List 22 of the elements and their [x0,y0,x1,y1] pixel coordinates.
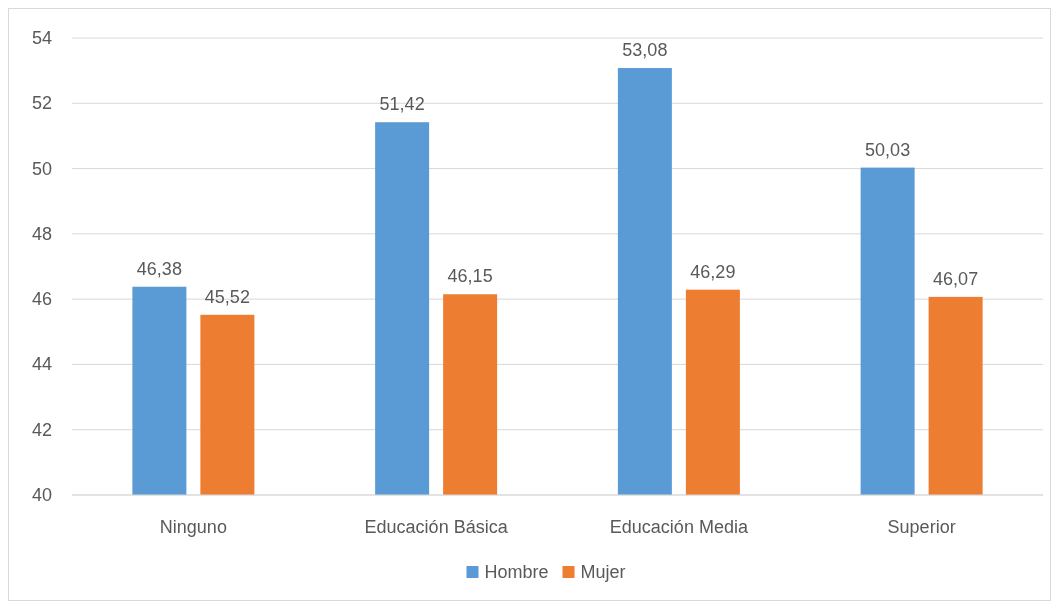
data-label: 46,38 [136,258,182,279]
data-label: 53,08 [622,40,668,61]
x-tick-label: Educación Básica [364,517,509,537]
data-label: 50,03 [865,139,911,160]
y-tick-label: 46 [31,289,52,310]
x-tick-label: Superior [887,517,956,537]
y-tick-label: 54 [31,28,52,48]
x-tick-label: Ninguno [159,517,227,537]
y-tick-label: 52 [31,93,52,114]
data-label: 45,52 [204,286,250,307]
legend-label: Hombre [484,562,549,582]
data-label: 46,15 [447,266,493,287]
data-label: 46,29 [690,261,736,282]
y-tick-label: 44 [31,354,52,375]
x-tick-label: Educación Media [609,517,749,537]
data-label: 51,42 [379,94,425,115]
y-tick-label: 42 [31,419,52,440]
y-tick-label: 48 [31,223,52,244]
y-tick-label: 50 [31,158,52,179]
legend-label: Mujer [580,562,626,582]
data-label: 46,07 [933,268,979,289]
y-tick-label: 40 [31,485,52,505]
